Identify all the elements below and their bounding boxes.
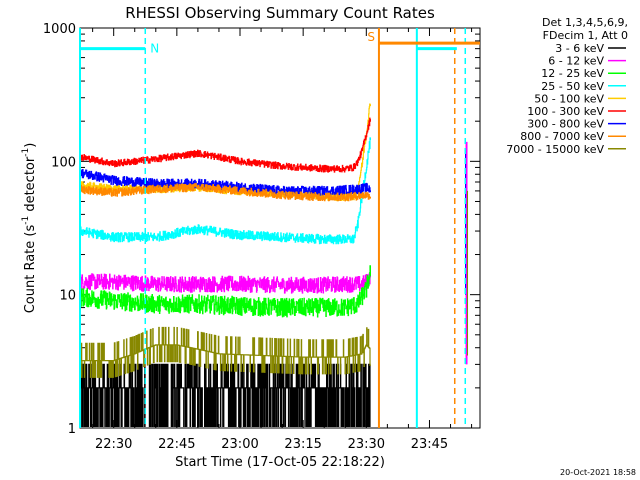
legend-label: 25 - 50 keV (541, 80, 604, 93)
y-tick-label: 1000 (43, 22, 76, 37)
legend-header: FDecim 1, Att 0 (543, 29, 628, 42)
segment-label: N (150, 42, 159, 56)
series-line-3 (81, 137, 371, 245)
x-tick-label: 23:45 (411, 437, 448, 452)
legend-label: 7000 - 15000 keV (506, 143, 604, 156)
x-tick-label: 23:15 (284, 437, 321, 452)
legend-label: 800 - 7000 keV (520, 130, 604, 143)
series-line-5 (81, 117, 371, 173)
segment-label: S (367, 30, 375, 44)
x-axis-label: Start Time (17-Oct-05 22:18:22) (175, 455, 385, 470)
y-axis-label: Count Rate (s-1 detector-1) (21, 143, 38, 314)
series-line-6 (81, 169, 371, 197)
series-line-0 (81, 363, 371, 427)
legend-label: 6 - 12 keV (548, 55, 604, 68)
legend-label: 50 - 100 keV (534, 92, 604, 105)
x-tick-label: 23:00 (221, 437, 258, 452)
series-line-8 (81, 326, 371, 378)
y-axis-label-part: Count Rate (s (23, 225, 38, 314)
chart-title: RHESSI Observing Summary Count Rates (125, 4, 435, 22)
y-tick-label: 1 (68, 422, 76, 437)
y-axis-label-part: -1 (21, 148, 31, 157)
legend-header: Det 1,3,4,5,6,9, (542, 16, 628, 29)
y-tick-label: 100 (51, 155, 76, 170)
legend-label: 300 - 800 keV (527, 118, 604, 131)
legend-label: 100 - 300 keV (527, 105, 604, 118)
x-tick-label: 23:30 (348, 437, 385, 452)
x-tick-label: 22:30 (95, 437, 132, 452)
y-axis-label-part: detector (23, 156, 38, 216)
legend-label: 3 - 6 keV (555, 42, 604, 55)
x-tick-label: 22:45 (158, 437, 195, 452)
y-axis-label-part: ) (23, 143, 38, 148)
series-line-2 (81, 265, 371, 318)
series-line-1 (81, 269, 371, 294)
legend-label: 12 - 25 keV (541, 67, 604, 80)
timestamp: 20-Oct-2021 18:58 (560, 468, 636, 477)
series-line-7 (81, 182, 371, 202)
y-axis-label-part: -1 (21, 216, 31, 225)
y-tick-label: 10 (59, 289, 76, 304)
